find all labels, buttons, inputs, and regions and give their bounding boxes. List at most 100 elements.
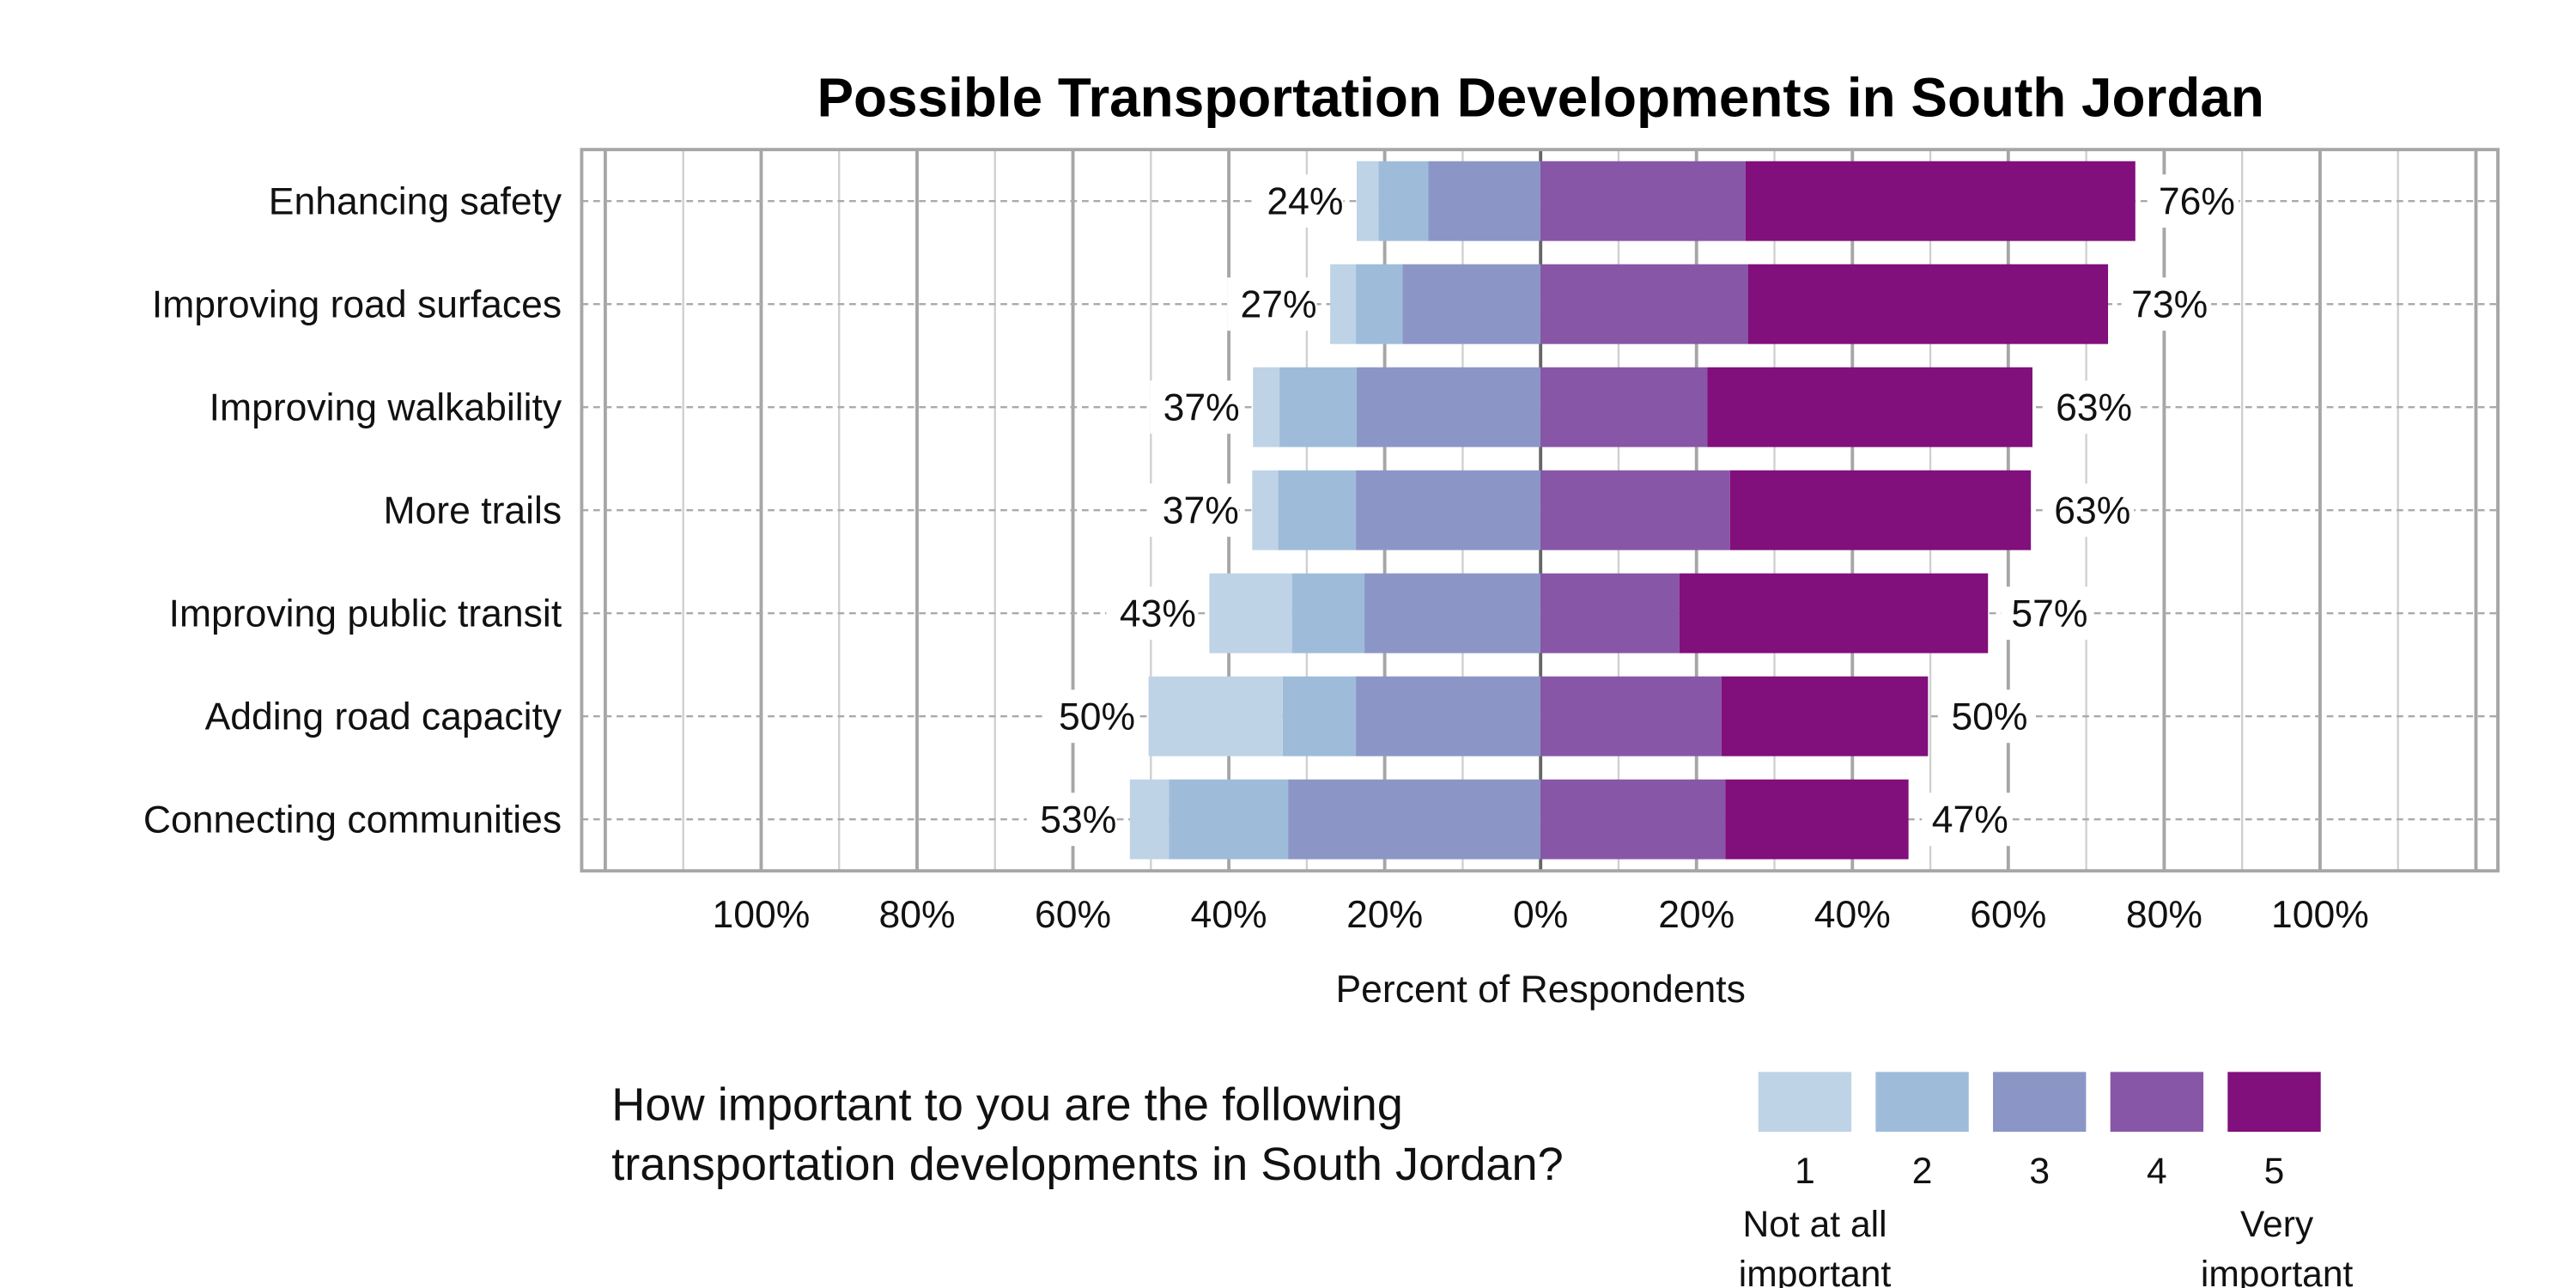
- bar-segment-5: [1679, 573, 1989, 653]
- bar-segment-3: [1364, 573, 1541, 653]
- left-total-label: 24%: [1267, 181, 1343, 223]
- x-tick-label: 80%: [2126, 894, 2202, 936]
- right-total-label: 47%: [1932, 799, 2008, 841]
- bar-segment-1: [1129, 779, 1170, 860]
- bar-segment-5: [1745, 161, 2136, 241]
- legend-swatch-5: [2227, 1072, 2321, 1133]
- legend-low-label-2: important: [1739, 1254, 1892, 1288]
- x-tick-label: 100%: [2271, 894, 2369, 936]
- bar-segment-2: [1378, 161, 1429, 241]
- label-bg: [1149, 483, 1239, 538]
- legend-high-label-2: important: [2201, 1254, 2354, 1288]
- bar-segment-5: [1747, 264, 2109, 344]
- category-label: More trails: [383, 490, 562, 532]
- category-label: Adding road capacity: [205, 696, 562, 738]
- right-total-label: 73%: [2131, 284, 2208, 326]
- legend-label-2: 2: [1912, 1151, 1933, 1192]
- label-bg: [1150, 380, 1240, 434]
- left-total-label: 43%: [1120, 593, 1196, 635]
- label-bg: [1227, 277, 1317, 331]
- bar-segment-3: [1288, 779, 1541, 860]
- plot-frame: [580, 148, 2500, 873]
- category-label: Improving walkability: [210, 387, 562, 429]
- label-bg: [1106, 586, 1196, 641]
- right-total-label: 57%: [2011, 593, 2087, 635]
- bar-segment-3: [1402, 264, 1541, 344]
- bar-segment-3: [1356, 470, 1541, 550]
- bar-segment-4: [1540, 264, 1748, 344]
- bar-segment-1: [1148, 676, 1283, 756]
- legend: How important to you are the following t…: [611, 1072, 2354, 1288]
- x-tick-label: 40%: [1814, 894, 1891, 936]
- legend-swatch-4: [2110, 1072, 2204, 1133]
- bar-segment-4: [1540, 676, 1722, 756]
- legend-label-4: 4: [2147, 1151, 2167, 1192]
- label-bg: [1253, 174, 1344, 228]
- legend-swatch-2: [1875, 1072, 1969, 1133]
- legend-swatch-3: [1993, 1072, 2087, 1133]
- bar-segment-2: [1291, 573, 1365, 653]
- label-bg: [2121, 277, 2212, 331]
- bar-segment-1: [1356, 161, 1379, 241]
- legend-label-1: 1: [1795, 1151, 1815, 1192]
- category-label: Connecting communities: [143, 799, 562, 841]
- category-labels: Enhancing safety Improving road surfaces I…: [143, 181, 562, 841]
- bar-segment-2: [1356, 264, 1403, 344]
- left-total-label: 53%: [1040, 799, 1116, 841]
- legend-title-line-1: How important to you are the following: [611, 1079, 1403, 1131]
- bar-segment-5: [1725, 779, 1909, 860]
- bar-segment-1: [1253, 367, 1280, 447]
- category-label: Enhancing safety: [269, 181, 562, 223]
- legend-label-3: 3: [2029, 1151, 2050, 1192]
- bar-segment-4: [1540, 367, 1708, 447]
- right-total-label: 76%: [2159, 181, 2235, 223]
- right-total-label: 63%: [2054, 490, 2130, 532]
- category-label: Improving public transit: [169, 593, 562, 635]
- label-bg: [1922, 793, 2012, 847]
- chart-title: Possible Transportation Developments in …: [817, 66, 2263, 128]
- bar-segment-2: [1279, 367, 1357, 447]
- label-bg: [2001, 586, 2092, 641]
- legend-low-label-1: Not at all: [1743, 1204, 1887, 1245]
- bar-segment-5: [1729, 470, 2032, 550]
- bar-segment-5: [1721, 676, 1929, 756]
- label-bg: [2044, 483, 2135, 538]
- bar-segment-1: [1252, 470, 1279, 550]
- label-bg: [1026, 793, 1117, 847]
- left-total-label: 27%: [1241, 284, 1317, 326]
- left-total-label: 50%: [1059, 696, 1135, 738]
- right-total-label: 63%: [2056, 387, 2132, 429]
- bar-segment-4: [1540, 470, 1730, 550]
- x-tick-label: 40%: [1191, 894, 1267, 936]
- label-bg: [1045, 690, 1136, 744]
- bar-segment-2: [1278, 470, 1357, 550]
- label-bg: [2148, 174, 2239, 228]
- left-total-label: 37%: [1163, 387, 1240, 429]
- label-bg: [1941, 690, 2032, 744]
- legend-title-line-2: transportation developments in South Jor…: [611, 1139, 1564, 1190]
- bar-segment-4: [1540, 573, 1680, 653]
- x-tick-label: 80%: [878, 894, 955, 936]
- legend-high-label-1: Very: [2240, 1204, 2314, 1245]
- bar-segment-3: [1356, 367, 1541, 447]
- x-tick-label: 100%: [713, 894, 811, 936]
- x-tick-label: 20%: [1346, 894, 1423, 936]
- left-total-label: 37%: [1163, 490, 1239, 532]
- bar-segment-4: [1540, 161, 1746, 241]
- legend-label-5: 5: [2264, 1151, 2285, 1192]
- x-axis-ticks: 100% 80% 60% 40% 20% 0% 20% 40% 60% 80% 100%: [713, 894, 2369, 936]
- x-tick-label: 20%: [1658, 894, 1735, 936]
- label-bg: [2045, 380, 2136, 434]
- right-total-label: 50%: [1951, 696, 2027, 738]
- x-tick-label: 60%: [1035, 894, 1111, 936]
- x-axis-label: Percent of Respondents: [1335, 969, 1745, 1011]
- x-tick-label: 0%: [1513, 894, 1568, 936]
- bar-segment-1: [1209, 573, 1292, 653]
- x-tick-label: 60%: [1970, 894, 2046, 936]
- bar-segment-3: [1356, 676, 1541, 756]
- bars: 24% 76% 27% 73% 37% 63% 37% 63% 43% 57% 50% 50% 53% 4…: [1026, 161, 2239, 860]
- bar-segment-2: [1169, 779, 1289, 860]
- legend-swatch-1: [1758, 1072, 1852, 1133]
- bar-segment-4: [1540, 779, 1726, 860]
